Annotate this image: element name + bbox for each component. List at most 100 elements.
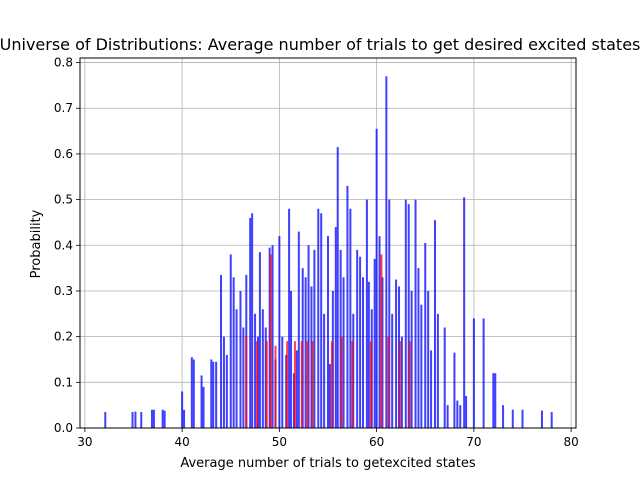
blue-bar <box>388 199 391 428</box>
axis-ticks: 30 40 50 60 70 80 0.0 0.1 0.2 0.3 0.4 0.5 0.6 0.7 0.8 <box>54 56 579 449</box>
blue-bar <box>134 411 137 428</box>
blue-bar <box>220 274 223 428</box>
blue-bar <box>320 213 323 428</box>
blue-bar <box>104 412 107 428</box>
x-axis-label: Average number of trials to getexcited s… <box>180 456 476 471</box>
blue-bar <box>295 350 298 428</box>
blue-bar <box>410 290 413 428</box>
blue-bar <box>404 199 407 428</box>
y-axis-label: Probability <box>29 209 44 278</box>
blue-bar <box>362 277 365 428</box>
red-bar <box>387 336 390 428</box>
x-tick-label: 60 <box>369 435 384 449</box>
blue-bar <box>200 375 203 428</box>
blue-bar <box>427 290 430 428</box>
blue-bar <box>349 208 352 428</box>
blue-bar <box>261 309 264 428</box>
blue-bar <box>378 236 381 428</box>
red-bar <box>330 341 333 428</box>
blue-bar <box>163 410 166 428</box>
blue-bar <box>278 236 281 428</box>
blue-bar <box>239 290 242 428</box>
blue-bar <box>281 336 284 428</box>
y-tick-label: 0.1 <box>54 375 73 389</box>
y-tick-label: 0.5 <box>54 193 73 207</box>
blue-bar <box>249 217 252 428</box>
blue-bar <box>232 277 235 428</box>
blue-bar <box>131 412 134 428</box>
blue-bar <box>511 409 514 428</box>
blue-bar <box>304 277 307 428</box>
blue-bar <box>290 290 293 428</box>
red-bar <box>274 345 277 428</box>
red-bar <box>380 254 383 428</box>
red-bar <box>293 341 296 428</box>
blue-bar <box>453 352 456 428</box>
y-tick-label: 0.7 <box>54 101 73 115</box>
red-bar <box>300 341 303 428</box>
plot-frame <box>79 57 577 429</box>
red-bar <box>340 336 343 428</box>
blue-bar <box>436 313 439 428</box>
blue-bar <box>235 309 238 428</box>
y-tick-label: 0.8 <box>54 56 73 70</box>
blue-bar <box>229 254 232 428</box>
blue-bar <box>342 277 345 428</box>
blue-bar <box>242 327 245 428</box>
blue-bar <box>463 197 466 428</box>
blue-bar <box>424 243 427 428</box>
blue-bar <box>417 268 420 428</box>
blue-bar <box>327 236 329 428</box>
blue-bar <box>317 208 320 428</box>
blue-bar <box>373 258 376 428</box>
blue-bar <box>212 361 215 428</box>
blue-bar <box>365 199 368 428</box>
blue-bar <box>152 409 155 428</box>
blue-bar <box>328 364 331 428</box>
blue-bar <box>258 252 261 428</box>
blue-bar <box>215 361 218 428</box>
blue-bar <box>288 208 291 428</box>
blue-bar <box>367 281 370 428</box>
blue-bar <box>395 279 398 428</box>
blue-bar <box>550 412 553 428</box>
blue-bar <box>385 76 388 428</box>
blue-bar <box>190 357 193 428</box>
blue-bar <box>420 304 423 428</box>
blue-bar <box>433 220 436 428</box>
blue-bar <box>192 359 195 428</box>
y-tick-label: 0.6 <box>54 147 73 161</box>
blue-bar <box>210 359 213 428</box>
red-bar <box>311 341 314 428</box>
blue-bar <box>446 405 449 428</box>
blue-bar <box>492 373 495 428</box>
y-tick-label: 0.2 <box>54 330 73 344</box>
blue-bar <box>222 336 225 428</box>
red-bar <box>369 341 372 428</box>
blue-bar <box>181 391 184 428</box>
x-tick-label: 70 <box>466 435 481 449</box>
blue-bar <box>254 313 257 428</box>
blue-bar <box>465 396 468 428</box>
blue-bar <box>313 249 316 428</box>
red-bar <box>306 341 309 428</box>
blue-bar <box>472 318 475 428</box>
blue-bar <box>202 386 205 428</box>
blue-bar <box>183 409 186 428</box>
blue-bar <box>414 199 417 428</box>
bars <box>104 76 553 428</box>
blue-bar <box>271 245 274 428</box>
x-tick-label: 80 <box>563 435 578 449</box>
blue-bar <box>359 256 362 428</box>
blue-bar <box>356 249 359 428</box>
x-tick-label: 40 <box>174 435 189 449</box>
blue-bar <box>140 412 143 428</box>
blue-bar <box>225 354 228 428</box>
red-bar <box>351 341 354 428</box>
blue-bar <box>443 327 446 428</box>
blue-bar <box>407 204 410 428</box>
blue-bar <box>540 410 543 428</box>
blue-bar <box>502 405 505 428</box>
x-tick-label: 30 <box>77 435 92 449</box>
